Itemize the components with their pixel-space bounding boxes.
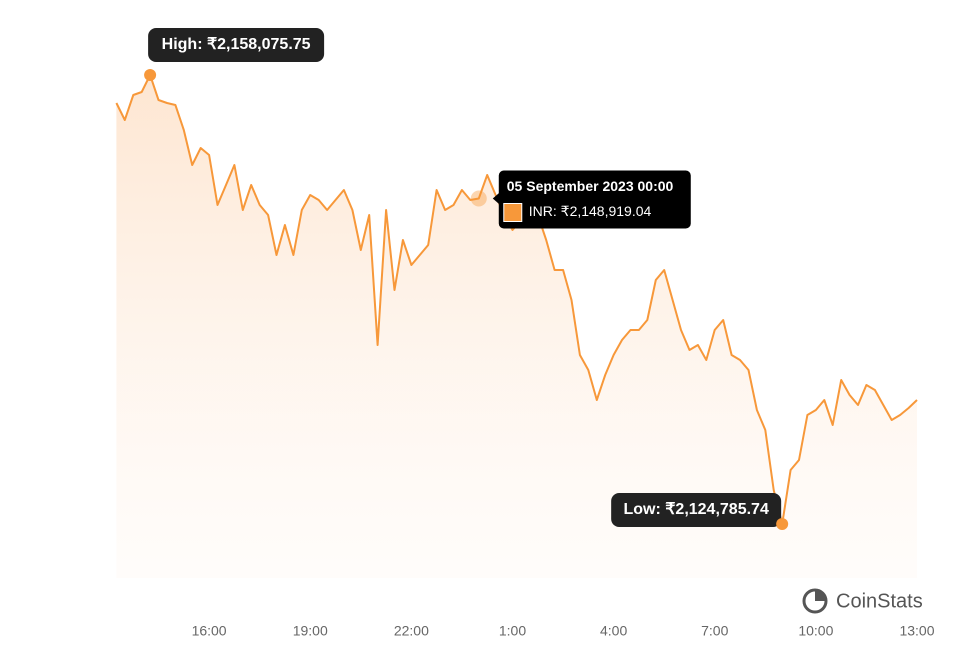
x-tick-label: 7:00: [701, 623, 728, 639]
x-tick-label: 19:00: [293, 623, 328, 639]
x-tick-label: 4:00: [600, 623, 627, 639]
high-label-box: [148, 28, 325, 62]
high-marker: [144, 69, 157, 81]
tooltip-box: [498, 170, 691, 229]
x-tick-label: 1:00: [499, 623, 526, 639]
watermark: CoinStats: [802, 588, 923, 614]
tooltip-text: INR: ₹2,148,919.04: [529, 203, 652, 219]
tooltip-swatch: [503, 203, 523, 223]
x-tick-label: 22:00: [394, 623, 429, 639]
x-tick-label: 13:00: [899, 623, 934, 639]
plot: 16:00 19:00 22:00 1:00 4:00 7:00 10:00 13:00 Hig…: [115, 28, 935, 639]
area: [116, 75, 917, 578]
hover-marker: [470, 190, 487, 207]
low-marker: [776, 518, 789, 530]
x-tick-label: 10:00: [798, 623, 833, 639]
low-label: Low: ₹2,124,785.74: [623, 501, 768, 518]
tooltip-title: 05 September 2023 00:00: [507, 178, 674, 194]
low-label-box: [611, 493, 782, 527]
watermark-text: CoinStats: [836, 590, 923, 612]
high-label: High: ₹2,158,075.75: [162, 36, 311, 53]
x-tick-label: 16:00: [192, 623, 227, 639]
